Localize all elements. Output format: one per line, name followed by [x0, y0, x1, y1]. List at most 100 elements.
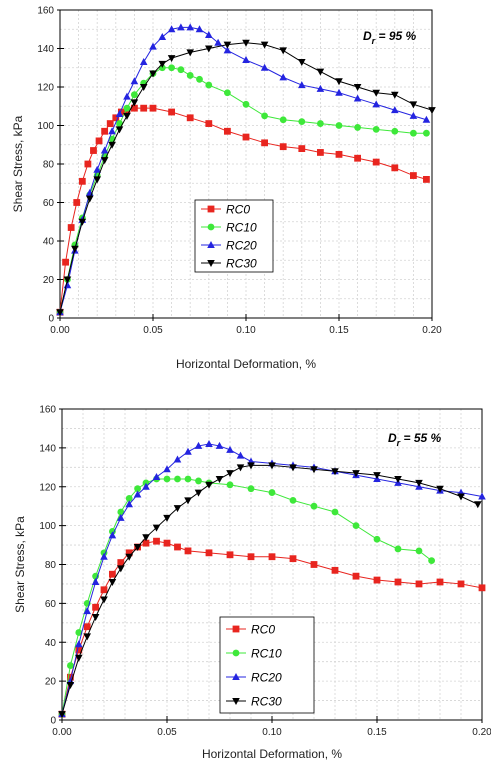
data-point [78, 218, 87, 226]
data-point [140, 104, 148, 112]
data-point [410, 129, 417, 137]
data-point [298, 118, 306, 126]
data-point [394, 545, 402, 553]
data-point [90, 147, 97, 154]
data-point [167, 55, 176, 63]
data-point [92, 603, 99, 611]
data-point [409, 111, 418, 119]
data-point [391, 127, 399, 135]
data-point [247, 462, 255, 470]
legend-marker [232, 649, 240, 657]
data-point [289, 555, 297, 563]
data-point [95, 137, 103, 145]
data-point [335, 150, 343, 158]
data-point [75, 640, 83, 648]
x-axis-label: Horizontal Deformation, % [176, 357, 316, 371]
data-point [224, 127, 231, 135]
data-point [457, 580, 465, 588]
data-point [335, 78, 343, 86]
series-rc30 [58, 462, 482, 719]
density-annotation: Dr = 95 % [363, 29, 417, 46]
data-point [436, 578, 444, 586]
legend-marker [207, 205, 215, 213]
data-point [100, 586, 108, 594]
data-point [354, 124, 361, 131]
data-point [125, 495, 133, 502]
x-tick-label: 0.15 [329, 325, 349, 336]
data-point [205, 31, 213, 39]
data-point [173, 505, 182, 513]
legend-label: RC20 [251, 671, 282, 685]
data-point [108, 578, 117, 586]
data-point [195, 25, 204, 33]
data-point [428, 557, 435, 565]
legend-item: RC0 [201, 203, 250, 217]
data-point [142, 534, 150, 542]
annotation-value: = 95 % [375, 29, 416, 43]
data-point [85, 195, 94, 203]
data-point [186, 23, 194, 31]
data-point [174, 475, 181, 483]
legend-marker [232, 673, 240, 680]
data-point [67, 662, 74, 669]
data-point [352, 522, 360, 530]
data-point [163, 539, 171, 547]
y-tick-label: 40 [45, 638, 57, 649]
data-point [108, 141, 116, 149]
data-point [163, 465, 171, 473]
data-point [158, 60, 167, 68]
data-point [391, 91, 399, 99]
data-point [186, 49, 194, 57]
data-point [130, 99, 139, 107]
data-point [168, 108, 175, 116]
x-tick-label: 0.00 [52, 727, 72, 738]
data-point [186, 114, 194, 122]
data-point [83, 607, 91, 615]
data-point [268, 553, 276, 561]
data-point [142, 482, 150, 490]
annotation-symbol: D [388, 431, 397, 445]
data-point [152, 524, 161, 532]
y-tick-label: 160 [37, 6, 54, 17]
data-point [93, 165, 101, 173]
data-point [242, 133, 250, 141]
y-tick-label: 60 [45, 599, 57, 610]
x-tick-label: 0.10 [262, 727, 282, 738]
data-point [478, 492, 486, 500]
data-point [391, 106, 399, 114]
annotation-subscript: r [372, 36, 376, 46]
data-point [108, 531, 117, 539]
y-tick-label: 20 [45, 677, 57, 688]
data-point [457, 493, 465, 501]
data-point [205, 45, 213, 53]
data-point [279, 143, 287, 151]
data-point [372, 100, 380, 108]
y-tick-label: 0 [48, 314, 54, 325]
data-point [331, 468, 339, 476]
data-point [226, 470, 234, 478]
data-point [168, 64, 176, 72]
data-point [149, 104, 157, 112]
data-point [298, 81, 306, 89]
data-point [142, 539, 150, 547]
legend-label: RC10 [226, 221, 257, 235]
data-point [125, 553, 133, 561]
y-tick-label: 100 [39, 521, 56, 532]
data-point [423, 129, 430, 137]
data-point [117, 108, 125, 116]
data-point [317, 120, 324, 127]
x-tick-label: 0.20 [422, 325, 442, 336]
data-point [112, 114, 120, 122]
x-tick-label: 0.00 [50, 325, 70, 336]
data-point [298, 58, 306, 66]
chart-panel-2: 0 20 40 60 80 100 120 140 160 0.00 0.05 0.10 0.15 0.2… [13, 405, 491, 762]
data-point [478, 584, 486, 592]
data-point [353, 94, 362, 102]
data-point [71, 245, 79, 253]
y-axis-label: Shear Stress, kPa [13, 516, 27, 613]
data-point [100, 146, 109, 154]
data-point [158, 32, 167, 40]
data-point [56, 309, 64, 317]
data-point [100, 596, 108, 604]
data-point [310, 561, 318, 568]
